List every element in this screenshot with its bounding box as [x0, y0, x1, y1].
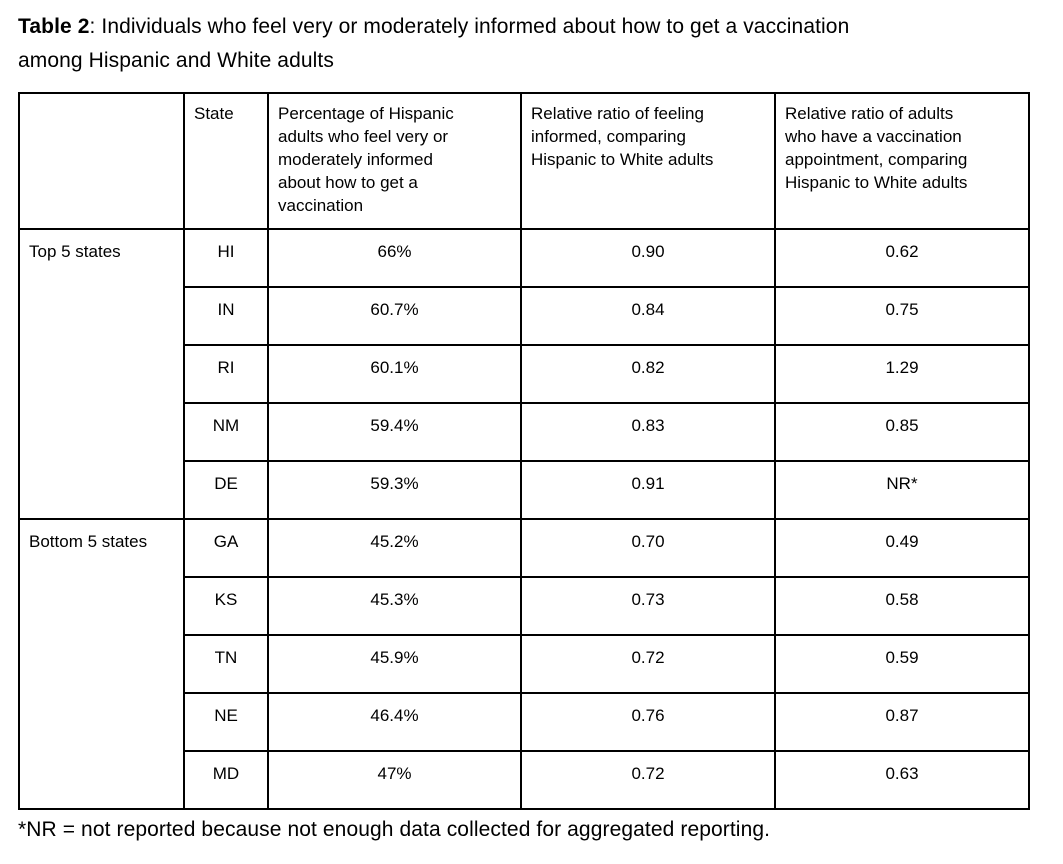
state-cell: DE [183, 460, 269, 520]
pct-cell: 45.9% [267, 634, 522, 694]
ratio-informed-cell: 0.70 [520, 518, 776, 578]
ratio-informed-cell: 0.76 [520, 692, 776, 752]
ratio-appointment-cell: 0.59 [774, 634, 1030, 694]
header-ratio-appointment: Relative ratio of adults who have a vacc… [774, 92, 1030, 230]
title-text-line1: : Individuals who feel very or moderatel… [89, 15, 850, 38]
pct-cell: 45.3% [267, 576, 522, 636]
corner-cell [18, 92, 185, 230]
ratio-appointment-cell: 0.75 [774, 286, 1030, 346]
pct-cell: 45.2% [267, 518, 522, 578]
group-label-top5: Top 5 states [18, 228, 185, 520]
table-row: KS 45.3% 0.73 0.58 [19, 576, 1030, 636]
footnote-asterisk: * [18, 818, 27, 841]
state-cell: RI [183, 344, 269, 404]
ratio-appointment-cell: 0.62 [774, 228, 1030, 288]
header-row: State Percentage of Hispanic adults who … [18, 92, 1030, 230]
state-cell: NE [183, 692, 269, 752]
table-row: Top 5 states HI 66% 0.90 0.62 [18, 228, 1030, 520]
state-cell: HI [183, 228, 269, 288]
table-row: MD 47% 0.72 0.63 [19, 750, 1030, 810]
ratio-appointment-cell: 0.87 [774, 692, 1030, 752]
ratio-appointment-cell: 0.85 [774, 402, 1030, 462]
page: Table 2: Individuals who feel very or mo… [18, 10, 1045, 844]
state-cell: TN [183, 634, 269, 694]
table-number-label: Table 2 [18, 15, 90, 38]
ratio-informed-cell: 0.84 [520, 286, 776, 346]
ratio-appointment-cell: 0.49 [774, 518, 1030, 578]
state-cell: IN [183, 286, 269, 346]
table-row: Bottom 5 states GA 45.2% 0.70 0.49 [18, 518, 1030, 810]
ratio-informed-cell: 0.83 [520, 402, 776, 462]
header-ratio-informed: Relative ratio of feeling informed, comp… [520, 92, 776, 230]
ratio-appointment-cell: 0.63 [774, 750, 1030, 810]
group-label-bottom5: Bottom 5 states [18, 518, 185, 810]
ratio-appointment-cell: 1.29 [774, 344, 1030, 404]
ratio-informed-cell: 0.82 [520, 344, 776, 404]
table-row: NE 46.4% 0.76 0.87 [19, 692, 1030, 752]
header-pct-informed: Percentage of Hispanic adults who feel v… [267, 92, 522, 230]
pct-cell: 46.4% [267, 692, 522, 752]
table-row: IN 60.7% 0.84 0.75 [19, 286, 1030, 346]
state-cell: MD [183, 750, 269, 810]
ratio-informed-cell: 0.91 [520, 460, 776, 520]
pct-cell: 60.1% [267, 344, 522, 404]
state-cell: NM [183, 402, 269, 462]
state-cell: KS [183, 576, 269, 636]
table-row: DE 59.3% 0.91 NR* [19, 460, 1030, 520]
ratio-informed-cell: 0.90 [520, 228, 776, 288]
footnote-text: NR = not reported because not enough dat… [26, 818, 771, 841]
ratio-appointment-cell: 0.58 [774, 576, 1030, 636]
pct-cell: 59.3% [267, 460, 522, 520]
ratio-informed-cell: 0.73 [520, 576, 776, 636]
pct-cell: 59.4% [267, 402, 522, 462]
pct-cell: 66% [267, 228, 522, 288]
table2: State Percentage of Hispanic adults who … [18, 92, 1030, 810]
page-title: Table 2: Individuals who feel very or mo… [18, 10, 1045, 78]
table-row: RI 60.1% 0.82 1.29 [19, 344, 1030, 404]
pct-cell: 47% [267, 750, 522, 810]
pct-cell: 60.7% [267, 286, 522, 346]
ratio-appointment-cell: NR* [774, 460, 1030, 520]
ratio-informed-cell: 0.72 [520, 634, 776, 694]
ratio-informed-cell: 0.72 [520, 750, 776, 810]
table-row: TN 45.9% 0.72 0.59 [19, 634, 1030, 694]
header-state: State [183, 92, 269, 230]
table-row: NM 59.4% 0.83 0.85 [19, 402, 1030, 462]
title-text-line2: among Hispanic and White adults [18, 49, 334, 72]
footnote: *NR = not reported because not enough da… [18, 816, 1045, 844]
state-cell: GA [183, 518, 269, 578]
